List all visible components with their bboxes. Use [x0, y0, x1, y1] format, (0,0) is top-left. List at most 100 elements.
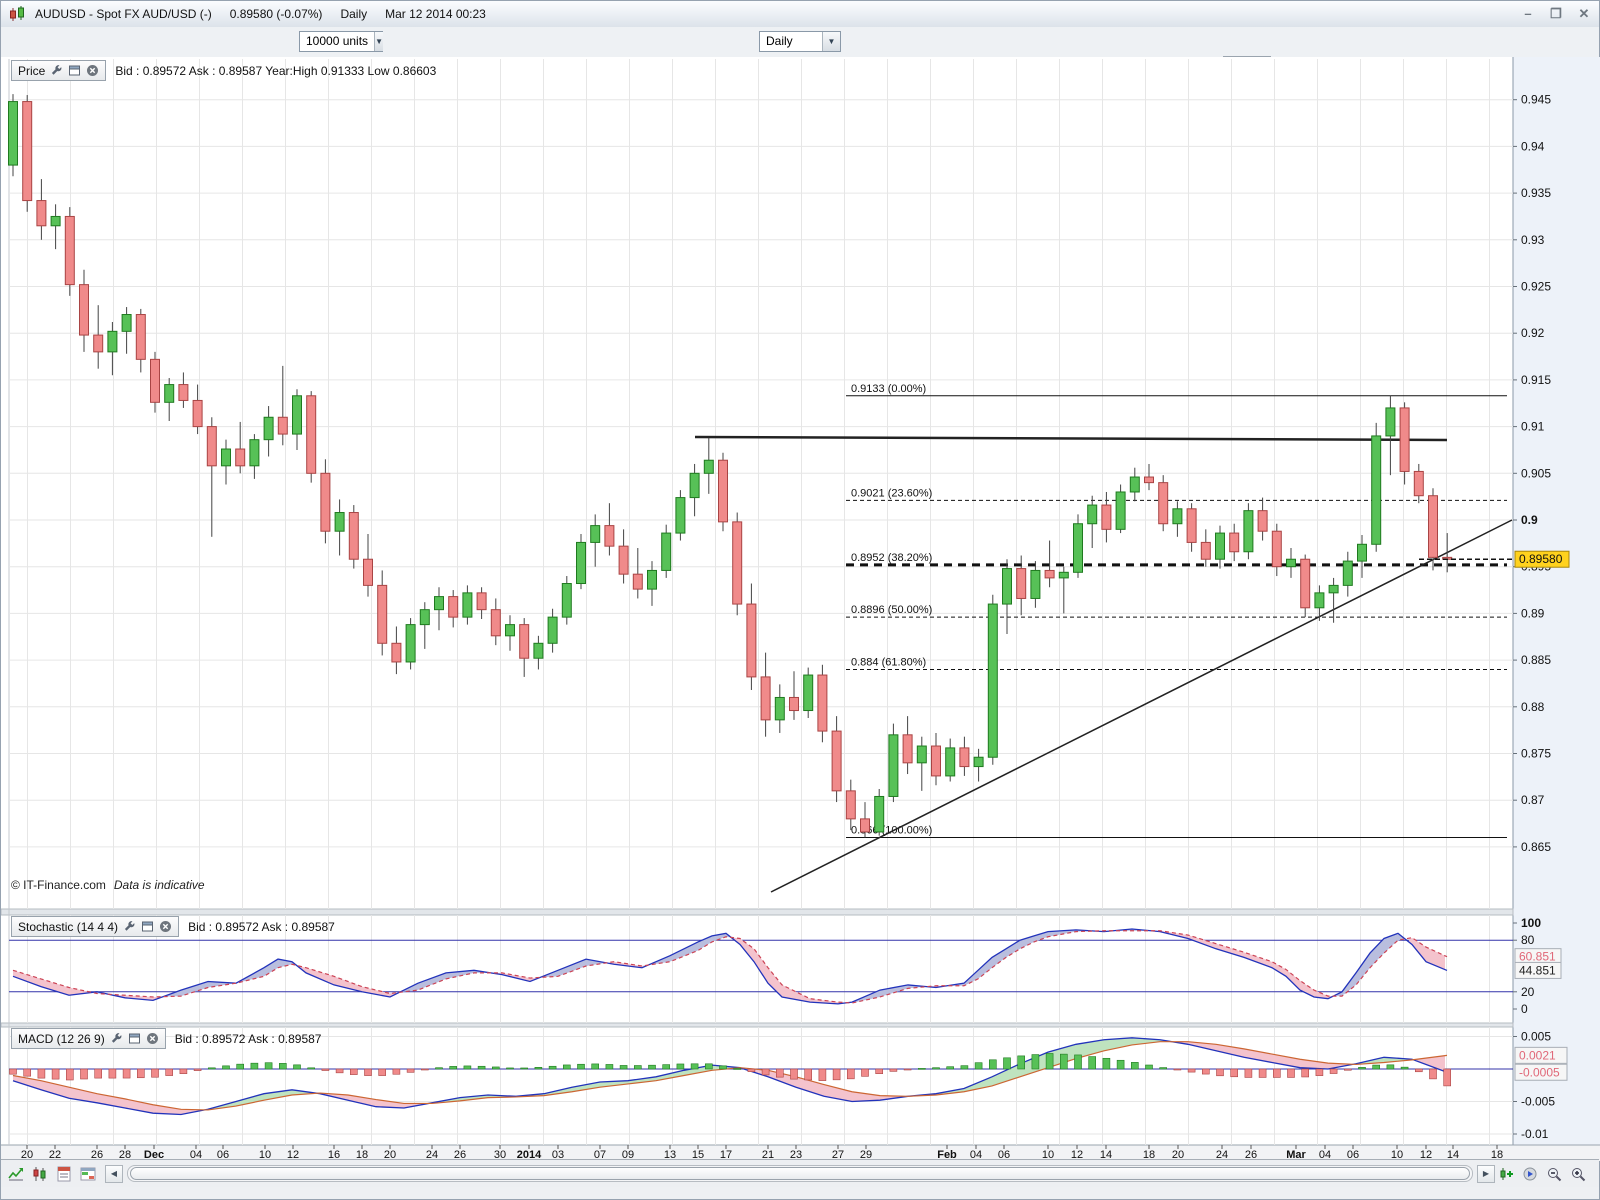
trendline[interactable] — [770, 519, 1513, 893]
candlestick-view-icon[interactable] — [31, 1165, 49, 1183]
svg-text:20: 20 — [1521, 985, 1535, 999]
macd-settings-wrench-icon[interactable] — [110, 1032, 123, 1045]
candle-down — [1144, 476, 1154, 484]
svg-text:18: 18 — [1143, 1149, 1155, 1161]
candle-up — [249, 439, 260, 467]
timeframe-dropdown-arrow-icon[interactable]: ▼ — [822, 32, 840, 51]
candle-up — [774, 696, 785, 721]
svg-text:21: 21 — [762, 1149, 774, 1161]
candle-down — [490, 609, 501, 637]
price-settings-wrench-icon[interactable] — [50, 64, 63, 77]
svg-text:06: 06 — [998, 1149, 1010, 1161]
scroll-right-button[interactable]: ▶ — [1477, 1164, 1495, 1183]
units-select[interactable]: 10000 units ▼ — [299, 31, 383, 52]
horizontal-scrollbar[interactable] — [127, 1165, 1473, 1182]
chart-mode-icon[interactable] — [7, 1165, 25, 1183]
candle-down — [235, 448, 246, 467]
quote-table-icon[interactable] — [79, 1165, 97, 1183]
stochastic-window-icon[interactable] — [141, 920, 154, 933]
svg-text:16: 16 — [328, 1149, 340, 1161]
zoom-in-icon[interactable] — [1569, 1165, 1587, 1183]
candle-down — [79, 284, 89, 336]
candle-down — [36, 200, 47, 227]
candle-up — [1215, 532, 1225, 560]
svg-text:0.945: 0.945 — [1521, 93, 1551, 107]
stochastic-bid-ask-info: Bid : 0.89572 Ask : 0.89587 — [188, 919, 335, 934]
bottom-toolbar: ◀ ▶ — [1, 1159, 1599, 1187]
candle-up — [675, 497, 686, 534]
svg-text:0.89580: 0.89580 — [1519, 552, 1563, 566]
svg-text:24: 24 — [426, 1149, 438, 1161]
maximize-button[interactable]: ❐ — [1550, 6, 1562, 21]
candle-down — [150, 358, 160, 403]
price-panel-label: Price — [18, 63, 46, 78]
svg-text:28: 28 — [119, 1149, 131, 1161]
candle-up — [1371, 435, 1382, 545]
svg-text:0.94: 0.94 — [1521, 139, 1545, 153]
candle-up — [1342, 560, 1353, 586]
svg-text:10: 10 — [1391, 1149, 1403, 1161]
svg-text:06: 06 — [1347, 1149, 1359, 1161]
candle-down — [1428, 495, 1438, 558]
candle-up — [1002, 568, 1012, 605]
macd-window-icon[interactable] — [128, 1032, 141, 1045]
candle-down — [476, 592, 487, 611]
fibonacci-retracement: 0.9133 (0.00%) 0.9021 (23.60%) 0.8952 (38.… — [846, 383, 1507, 839]
stochastic-layer — [9, 928, 1513, 1005]
candle-down — [363, 558, 373, 586]
minimize-button[interactable]: – — [1524, 6, 1532, 21]
candle-down — [1413, 470, 1424, 497]
price-window-icon[interactable] — [68, 64, 81, 77]
svg-text:17: 17 — [720, 1149, 732, 1161]
candle-down — [1016, 568, 1027, 599]
svg-text:0.884 (61.80%): 0.884 (61.80%) — [851, 656, 926, 668]
svg-text:12: 12 — [1071, 1149, 1083, 1161]
price-close-icon[interactable] — [86, 64, 99, 77]
stochastic-close-icon[interactable] — [159, 920, 172, 933]
svg-text:24: 24 — [1216, 1149, 1228, 1161]
svg-text:0.865: 0.865 — [1521, 840, 1551, 854]
svg-text:12: 12 — [1420, 1149, 1432, 1161]
svg-text:0.915: 0.915 — [1521, 373, 1551, 387]
stochastic-panel-header: Stochastic (14 4 4) Bid : 0.89572 Ask : … — [11, 916, 335, 937]
stochastic-settings-wrench-icon[interactable] — [123, 920, 136, 933]
svg-text:Dec: Dec — [144, 1149, 164, 1161]
svg-text:0.8896 (50.00%): 0.8896 (50.00%) — [851, 604, 932, 616]
scrollbar-thumb[interactable] — [130, 1167, 1470, 1180]
candle-down — [1101, 504, 1112, 530]
candle-down — [902, 734, 913, 764]
candle-down — [1158, 482, 1169, 525]
svg-text:0.905: 0.905 — [1521, 466, 1551, 480]
candle-down — [718, 459, 728, 523]
macd-label: MACD (12 26 9) — [18, 1031, 105, 1046]
units-dropdown-arrow-icon[interactable]: ▼ — [374, 32, 383, 51]
svg-text:0: 0 — [1521, 1002, 1528, 1016]
scroll-left-button[interactable]: ◀ — [105, 1164, 123, 1183]
close-button[interactable]: ✕ — [1578, 6, 1590, 21]
snapshot-icon[interactable] — [1521, 1165, 1539, 1183]
macd-panel-header: MACD (12 26 9) Bid : 0.89572 Ask : 0.895… — [11, 1028, 321, 1049]
candle-up — [263, 416, 274, 441]
macd-close-icon[interactable] — [146, 1032, 159, 1045]
trendline[interactable] — [694, 435, 1448, 442]
add-candle-icon[interactable] — [1497, 1165, 1515, 1183]
report-icon[interactable] — [55, 1165, 73, 1183]
svg-text:-0.0005: -0.0005 — [1519, 1065, 1560, 1079]
candle-up — [533, 642, 544, 659]
candle-down — [1044, 569, 1055, 579]
candle-up — [50, 215, 61, 227]
svg-text:60.851: 60.851 — [1519, 950, 1556, 964]
svg-text:29: 29 — [860, 1149, 872, 1161]
svg-text:0.93: 0.93 — [1521, 233, 1545, 247]
timeframe-select[interactable]: Daily ▼ — [759, 31, 841, 52]
chart-canvas[interactable]: 0.9133 (0.00%) 0.9021 (23.60%) 0.8952 (38.… — [1, 57, 1600, 1161]
candle-down — [22, 101, 33, 202]
candles-layer — [8, 94, 1453, 838]
candle-up — [121, 314, 132, 332]
candle-down — [1257, 510, 1268, 532]
price-panel-header: Price Bid : 0.89572 Ask : 0.89587 Year:H… — [11, 60, 436, 81]
candle-up — [590, 525, 601, 543]
svg-text:20: 20 — [1172, 1149, 1184, 1161]
svg-text:26: 26 — [91, 1149, 103, 1161]
zoom-out-icon[interactable] — [1545, 1165, 1563, 1183]
